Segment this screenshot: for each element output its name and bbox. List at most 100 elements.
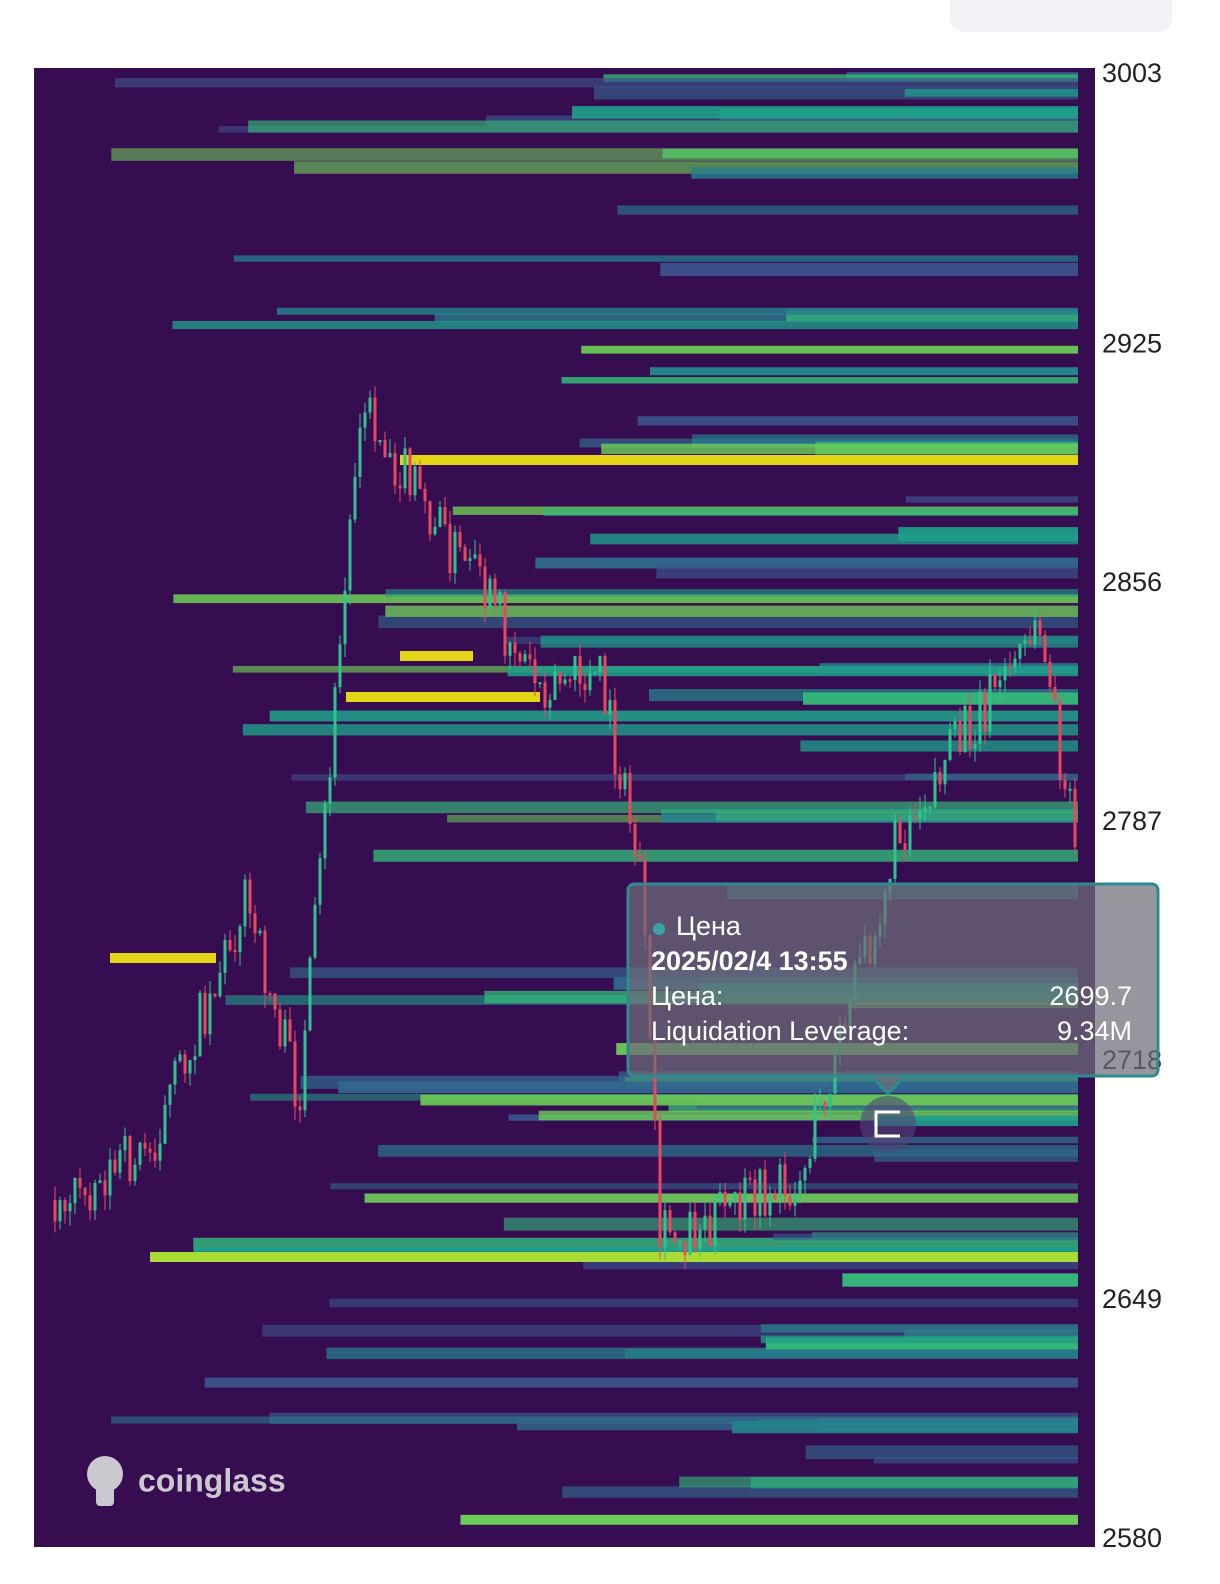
y-tick-label: 2925 xyxy=(1102,328,1162,358)
candle-body xyxy=(368,397,372,413)
y-tick-label: 3003 xyxy=(1102,58,1162,88)
candle-body xyxy=(813,1105,817,1159)
candle-body xyxy=(113,1159,117,1173)
heat-band-hot xyxy=(346,692,540,702)
candle-body xyxy=(793,1193,797,1206)
candle-body xyxy=(798,1180,802,1194)
candle-body xyxy=(263,930,267,994)
candle-body xyxy=(808,1158,812,1168)
candle-body xyxy=(93,1182,97,1211)
candle-body xyxy=(503,591,507,656)
candle-body xyxy=(568,679,572,682)
candle-body xyxy=(638,854,642,861)
candle-body xyxy=(708,1215,712,1247)
candle-body xyxy=(1018,643,1022,659)
candle-body xyxy=(528,654,532,660)
heat-band xyxy=(715,811,1078,821)
heatmap-bands xyxy=(110,72,1079,1525)
candle-body xyxy=(943,759,947,785)
candle-body xyxy=(208,993,212,1035)
candle-body xyxy=(698,1229,702,1249)
candle-body xyxy=(523,654,527,662)
heat-band xyxy=(601,443,1078,455)
candle-body xyxy=(588,673,592,691)
heat-band xyxy=(873,1457,1078,1464)
candle-body xyxy=(578,656,582,684)
candle-body xyxy=(448,524,452,574)
candle-body xyxy=(233,950,237,953)
candle-body xyxy=(1043,634,1047,662)
candle-body xyxy=(653,1037,657,1120)
candle-body xyxy=(293,1041,297,1107)
heat-band-hot xyxy=(400,651,473,661)
heat-band xyxy=(420,1094,1078,1106)
candle-body xyxy=(723,1191,727,1206)
y-tick-label: 2580 xyxy=(1102,1523,1162,1553)
heat-band xyxy=(507,666,1078,677)
candle-body xyxy=(533,659,537,684)
candle-body xyxy=(438,507,442,527)
heat-band xyxy=(111,1416,1078,1424)
heat-band xyxy=(561,377,1078,384)
heat-band xyxy=(378,615,1078,629)
heat-band xyxy=(329,1298,1078,1308)
candle-body xyxy=(128,1135,132,1181)
candle-body xyxy=(288,1019,292,1042)
candle-body xyxy=(318,858,322,905)
candle-body xyxy=(678,1241,682,1244)
candle-body xyxy=(728,1201,732,1206)
heat-band xyxy=(385,589,1078,597)
candle-body xyxy=(758,1169,762,1216)
heat-band xyxy=(572,106,1078,119)
candle-body xyxy=(1028,640,1032,645)
heat-band xyxy=(656,565,1078,579)
candle-body xyxy=(713,1202,717,1247)
candle-body xyxy=(753,1179,757,1216)
candle-body xyxy=(608,699,612,715)
tooltip-leverage: 9.34M xyxy=(1057,1016,1132,1046)
candle-body xyxy=(688,1211,692,1255)
candle-body xyxy=(938,772,942,785)
candle-body xyxy=(628,772,632,825)
heat-band xyxy=(800,740,1078,752)
candle-body xyxy=(1053,686,1057,701)
candle-body xyxy=(908,815,912,851)
heat-band xyxy=(649,367,1078,376)
candle-body xyxy=(108,1159,112,1196)
candle-body xyxy=(593,672,597,675)
heat-band xyxy=(760,1324,1078,1333)
candle-body xyxy=(1048,661,1052,687)
candle-body xyxy=(928,806,932,809)
candle-body xyxy=(543,682,547,708)
candle-body xyxy=(278,1009,282,1047)
candle-body xyxy=(83,1187,87,1196)
candle-body xyxy=(488,578,492,609)
heat-band-hot xyxy=(400,455,1078,465)
heat-band xyxy=(543,508,1078,516)
heat-band xyxy=(691,167,1078,179)
candle-body xyxy=(273,993,277,1010)
candle-body xyxy=(193,1056,197,1061)
candles xyxy=(53,386,1077,1269)
candle-body xyxy=(98,1180,102,1183)
candle-body xyxy=(963,705,967,752)
watermark-text: coinglass xyxy=(138,1462,286,1498)
candle-body xyxy=(993,674,997,688)
candle-body xyxy=(118,1150,122,1173)
candle-body xyxy=(248,879,252,914)
crosshair-button[interactable] xyxy=(860,1096,916,1152)
candle-body xyxy=(513,642,517,653)
candle-body xyxy=(823,1101,827,1107)
candle-body xyxy=(433,526,437,535)
candle-body xyxy=(603,655,607,715)
candle-body xyxy=(138,1142,142,1165)
candle-body xyxy=(78,1177,82,1188)
candle-body xyxy=(508,642,512,656)
candle-body xyxy=(788,1196,792,1206)
top-button[interactable] xyxy=(950,0,1172,32)
candle-body xyxy=(743,1177,747,1220)
candle-body xyxy=(673,1232,677,1242)
candle-body xyxy=(718,1191,722,1203)
candle-body xyxy=(308,957,312,1031)
heat-band-hot xyxy=(110,953,216,963)
